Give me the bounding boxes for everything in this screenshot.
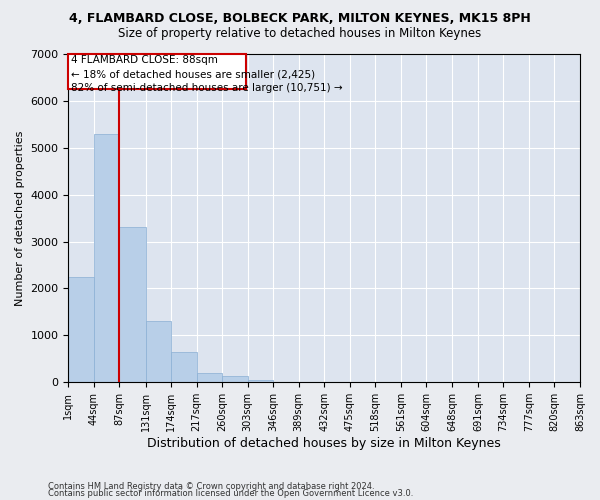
Bar xyxy=(94,134,119,382)
Text: Contains public sector information licensed under the Open Government Licence v3: Contains public sector information licen… xyxy=(48,488,413,498)
Bar xyxy=(146,322,171,382)
Bar xyxy=(222,376,248,382)
Text: 4 FLAMBARD CLOSE: 88sqm
← 18% of detached houses are smaller (2,425)
82% of semi: 4 FLAMBARD CLOSE: 88sqm ← 18% of detache… xyxy=(71,56,343,94)
Text: 4, FLAMBARD CLOSE, BOLBECK PARK, MILTON KEYNES, MK15 8PH: 4, FLAMBARD CLOSE, BOLBECK PARK, MILTON … xyxy=(69,12,531,26)
Bar xyxy=(248,380,273,382)
Bar xyxy=(119,228,146,382)
Bar xyxy=(68,276,94,382)
Bar xyxy=(171,352,197,382)
Y-axis label: Number of detached properties: Number of detached properties xyxy=(15,130,25,306)
FancyBboxPatch shape xyxy=(68,54,246,89)
X-axis label: Distribution of detached houses by size in Milton Keynes: Distribution of detached houses by size … xyxy=(148,437,501,450)
Text: Contains HM Land Registry data © Crown copyright and database right 2024.: Contains HM Land Registry data © Crown c… xyxy=(48,482,374,491)
Text: Size of property relative to detached houses in Milton Keynes: Size of property relative to detached ho… xyxy=(118,28,482,40)
Bar xyxy=(197,373,222,382)
